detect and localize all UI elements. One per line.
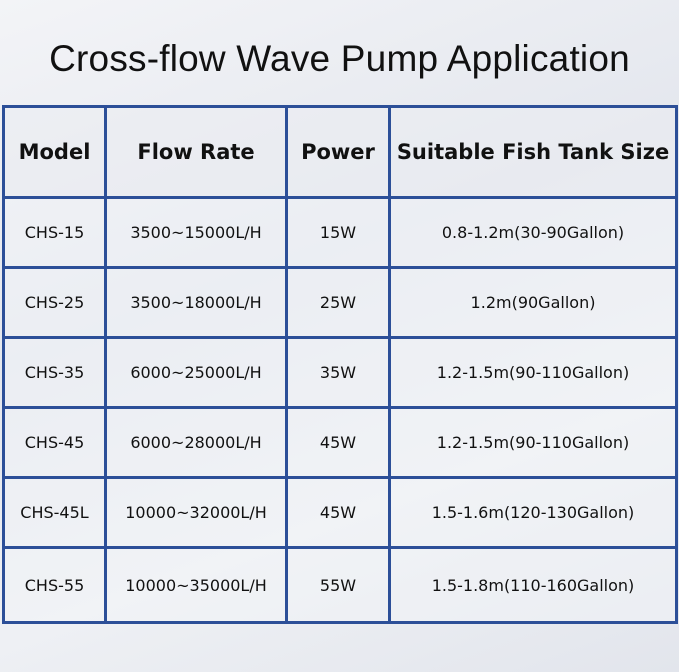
tank-size-cell: 1.2m(90Gallon) — [388, 266, 678, 339]
flow-rate-cell: 3500~18000L/H — [104, 266, 288, 339]
power-cell: 25W — [285, 266, 391, 339]
header-row: Model Flow Rate Power Suitable Fish Tank… — [2, 105, 678, 199]
flow-rate-cell: 10000~35000L/H — [104, 546, 288, 624]
power-cell: 45W — [285, 476, 391, 549]
header-model: Model — [2, 105, 107, 199]
page-title: Cross-flow Wave Pump Application — [49, 38, 630, 79]
table-row: CHS-45L 10000~32000L/H 45W 1.5-1.6m(120-130… — [2, 476, 678, 549]
model-cell: CHS-55 — [2, 546, 107, 624]
flow-rate-cell: 6000~25000L/H — [104, 336, 288, 409]
header-tank-size: Suitable Fish Tank Size — [388, 105, 678, 199]
model-cell: CHS-45 — [2, 406, 107, 479]
power-cell: 35W — [285, 336, 391, 409]
model-cell: CHS-25 — [2, 266, 107, 339]
model-cell: CHS-35 — [2, 336, 107, 409]
power-cell: 15W — [285, 196, 391, 269]
flow-rate-cell: 10000~32000L/H — [104, 476, 288, 549]
table-row: CHS-25 3500~18000L/H 25W 1.2m(90Gallon) — [2, 266, 678, 339]
pump-spec-table: Model Flow Rate Power Suitable Fish Tank… — [2, 105, 678, 624]
flow-rate-cell: 6000~28000L/H — [104, 406, 288, 479]
power-cell: 45W — [285, 406, 391, 479]
model-cell: CHS-15 — [2, 196, 107, 269]
tank-size-cell: 1.2-1.5m(90-110Gallon) — [388, 336, 678, 409]
tank-size-cell: 1.5-1.8m(110-160Gallon) — [388, 546, 678, 624]
model-cell: CHS-45L — [2, 476, 107, 549]
tank-size-cell: 0.8-1.2m(30-90Gallon) — [388, 196, 678, 269]
header-power: Power — [285, 105, 391, 199]
power-cell: 55W — [285, 546, 391, 624]
table-row: CHS-45 6000~28000L/H 45W 1.2-1.5m(90-110Gal… — [2, 406, 678, 479]
tank-size-cell: 1.5-1.6m(120-130Gallon) — [388, 476, 678, 549]
table-row: CHS-35 6000~25000L/H 35W 1.2-1.5m(90-110Gal… — [2, 336, 678, 409]
flow-rate-cell: 3500~15000L/H — [104, 196, 288, 269]
table-row: CHS-15 3500~15000L/H 15W 0.8-1.2m(30-90Gall… — [2, 196, 678, 269]
table-row: CHS-55 10000~35000L/H 55W 1.5-1.8m(110-160G… — [2, 546, 678, 624]
tank-size-cell: 1.2-1.5m(90-110Gallon) — [388, 406, 678, 479]
header-flow-rate: Flow Rate — [104, 105, 288, 199]
